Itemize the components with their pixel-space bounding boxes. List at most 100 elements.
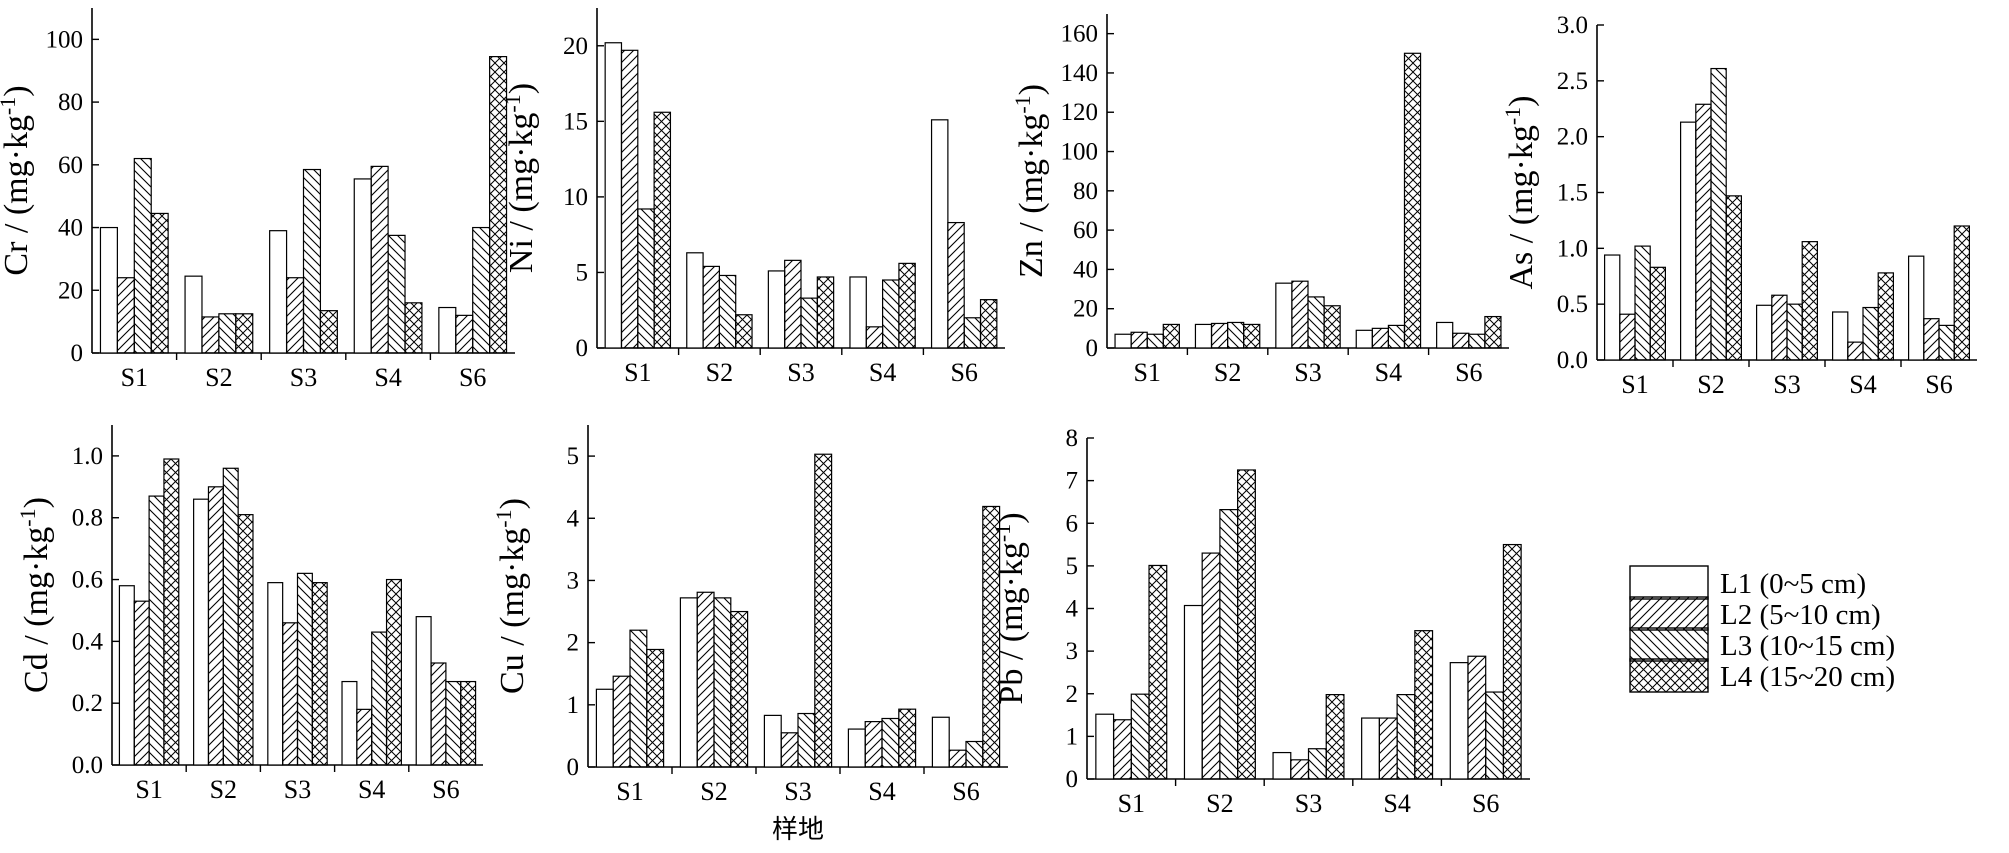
bar-ni-s3-l4 xyxy=(816,276,835,349)
bar-cd-s6-l1 xyxy=(415,616,432,766)
x-tick-label: S2 xyxy=(706,358,733,387)
legend-label-l2: L2 (5~10 cm) xyxy=(1720,599,1881,631)
bar-cd-s2-l2 xyxy=(207,486,224,766)
bar-ni-s3-l3 xyxy=(800,297,818,349)
bar-cd-s4-l2 xyxy=(356,708,373,766)
legend-swatch-l4 xyxy=(1629,658,1709,693)
legend-swatch-l2 xyxy=(1629,596,1709,631)
bar-cu-s6-l2 xyxy=(948,749,967,768)
y-tick-label: 5 xyxy=(567,443,580,470)
bar-pb-s3-l3 xyxy=(1307,748,1327,780)
bar-cd-s1-l2 xyxy=(133,600,150,766)
y-tick-label: 8 xyxy=(1066,425,1079,452)
y-tick-label: 1.0 xyxy=(1557,235,1588,262)
bar-cr-s3-l1 xyxy=(269,230,288,354)
y-tick-label: 100 xyxy=(1061,139,1099,166)
bar-zn-s2-l4 xyxy=(1243,323,1261,349)
bar-ni-s4-l4 xyxy=(898,262,916,349)
x-tick-label: S1 xyxy=(1621,370,1648,399)
x-tick-label: S3 xyxy=(784,777,811,806)
bar-ni-s4-l2 xyxy=(865,326,884,349)
bar-ni-s1-l1 xyxy=(604,42,623,349)
y-tick-label: 0 xyxy=(1066,766,1079,793)
bar-zn-s1-l1 xyxy=(1114,333,1132,349)
x-tick-label: S3 xyxy=(1295,789,1322,818)
x-tick-label: S6 xyxy=(1925,370,1952,399)
x-tick-label: S3 xyxy=(290,363,317,392)
bar-zn-s4-l2 xyxy=(1371,327,1389,349)
y-tick-label: 60 xyxy=(1073,217,1098,244)
bar-pb-s3-l4 xyxy=(1325,694,1345,780)
y-tick-label: 80 xyxy=(1073,178,1098,205)
bar-ni-s6-l3 xyxy=(963,317,982,349)
x-tick-label: S2 xyxy=(1214,358,1241,387)
x-tick-label: S4 xyxy=(374,363,401,392)
bar-zn-s4-l4 xyxy=(1403,52,1422,349)
bar-as-s1-l2 xyxy=(1619,313,1636,361)
bar-ni-s6-l2 xyxy=(947,221,965,349)
y-axis-title: Pb / (mg·kg-1) xyxy=(990,512,1030,704)
bar-cd-s3-l1 xyxy=(267,582,284,766)
bar-ni-s2-l2 xyxy=(702,265,721,349)
bar-cr-s6-l2 xyxy=(455,314,474,354)
bar-ni-s2-l3 xyxy=(718,274,737,349)
x-tick-label: S2 xyxy=(210,775,237,804)
bar-zn-s1-l2 xyxy=(1130,331,1148,349)
y-tick-label: 0.0 xyxy=(72,752,103,779)
y-tick-label: 4 xyxy=(1066,596,1079,623)
x-axis-title: 样地 xyxy=(772,815,824,844)
legend: L1 (0~5 cm)L2 (5~10 cm)L3 (10~15 cm)L4 (… xyxy=(1629,565,1895,693)
bar-zn-s3-l3 xyxy=(1307,296,1325,349)
bar-cu-s6-l1 xyxy=(931,716,950,768)
x-tick-label: S1 xyxy=(121,363,148,392)
y-axis-title: Cr / (mg·kg-1) xyxy=(0,85,35,275)
bar-cr-s3-l4 xyxy=(319,310,338,354)
y-tick-label: 3 xyxy=(567,567,580,594)
bar-pb-s3-l2 xyxy=(1290,759,1310,780)
bar-pb-s3-l1 xyxy=(1272,751,1292,780)
bar-pb-s4-l3 xyxy=(1396,694,1416,780)
bar-pb-s1-l1 xyxy=(1095,713,1115,780)
bar-ni-s2-l1 xyxy=(686,252,704,349)
bar-cr-s2-l3 xyxy=(218,313,237,354)
y-tick-label: 2.5 xyxy=(1557,68,1588,95)
bar-cr-s6-l1 xyxy=(438,306,457,354)
y-axis-title: Ni / (mg·kg-1) xyxy=(500,83,540,273)
bar-cu-s6-l4 xyxy=(982,505,1001,768)
y-tick-label: 0.4 xyxy=(72,628,104,655)
y-tick-label: 60 xyxy=(58,152,83,179)
x-tick-label: S6 xyxy=(1472,789,1499,818)
chart-panel-zn: 0 20 40 60 80 100 120 140 160 S1 S2 S3 S4 S6 Zn / (mg·… xyxy=(1010,14,1509,387)
x-tick-label: S1 xyxy=(624,358,651,387)
x-tick-label: S4 xyxy=(868,777,895,806)
x-tick-label: S2 xyxy=(205,363,232,392)
bar-ni-s3-l1 xyxy=(767,270,786,349)
y-tick-label: 1.5 xyxy=(1557,180,1588,207)
bar-zn-s6-l3 xyxy=(1468,333,1486,349)
bar-pb-s6-l1 xyxy=(1449,662,1469,780)
bar-pb-s6-l4 xyxy=(1502,543,1522,780)
y-tick-label: 0 xyxy=(71,340,84,367)
bar-ni-s1-l4 xyxy=(653,111,672,349)
y-tick-label: 2 xyxy=(1066,681,1079,708)
x-tick-label: S4 xyxy=(869,358,896,387)
bar-pb-s2-l3 xyxy=(1219,509,1239,780)
bar-cu-s1-l4 xyxy=(646,648,665,768)
y-axis-title: Cu / (mg·kg-1) xyxy=(491,498,531,694)
y-tick-label: 4 xyxy=(567,505,580,532)
bar-pb-s4-l4 xyxy=(1414,630,1434,780)
x-tick-label: S4 xyxy=(1849,370,1876,399)
bar-cu-s3-l3 xyxy=(797,712,816,768)
bar-ni-s2-l4 xyxy=(735,314,753,349)
legend-label-l3: L3 (10~15 cm) xyxy=(1720,630,1895,662)
bar-cd-s1-l1 xyxy=(118,585,135,766)
bar-as-s6-l2 xyxy=(1923,318,1940,361)
x-tick-label: S1 xyxy=(135,775,162,804)
bar-as-s2-l2 xyxy=(1695,103,1712,361)
bar-zn-s4-l3 xyxy=(1387,324,1406,349)
bar-cd-s4-l1 xyxy=(341,680,358,766)
bar-as-s1-l3 xyxy=(1634,245,1651,361)
y-tick-label: 3 xyxy=(1066,638,1079,665)
x-tick-label: S2 xyxy=(700,777,727,806)
y-tick-label: 40 xyxy=(58,215,83,242)
